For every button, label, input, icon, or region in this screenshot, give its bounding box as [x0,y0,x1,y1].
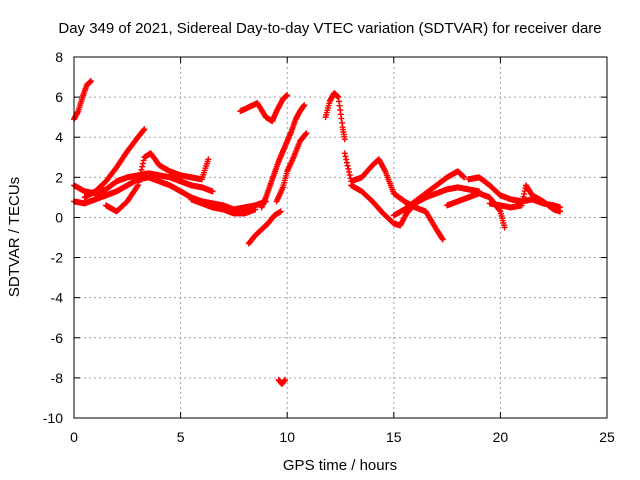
data-point [139,160,146,167]
series-arc-k [275,376,289,387]
x-tick-label: 25 [599,429,615,445]
y-tick-label: 2 [55,169,63,185]
series-arc-f [188,196,259,217]
chart-title: Day 349 of 2021, Sidereal Day-to-day VTE… [58,20,601,37]
data-point [138,166,145,173]
data-point [341,136,348,143]
data-point [135,179,142,186]
x-tick-label: 5 [177,429,185,445]
data-point [277,208,284,215]
series-arc-n [348,182,483,229]
data-point [282,376,289,383]
y-tick-label: -8 [51,370,64,386]
y-tick-label: 4 [55,129,63,145]
x-tick-label: 10 [279,429,295,445]
data-point [342,153,349,160]
x-tick-label: 20 [493,429,509,445]
data-point [303,130,310,137]
data-point [345,165,352,172]
y-tick-label: -10 [43,410,63,426]
data-point [341,150,348,157]
y-tick-label: -6 [51,330,64,346]
data-point [134,183,141,190]
x-tick-label: 0 [70,429,78,445]
series-arc-g [237,92,291,125]
y-tick-label: 0 [55,209,63,225]
series-arc-j [273,130,310,205]
data-points [71,78,564,387]
y-tick-label: -2 [51,250,64,266]
data-point [205,156,212,163]
series-arc-r [486,182,564,215]
data-point [557,208,564,215]
y-tick-label: 8 [55,49,63,65]
plot-frame [73,56,608,419]
data-point [209,188,216,195]
series-arc-e [102,150,212,215]
data-point [346,172,353,179]
data-point [343,156,350,163]
series-arc-o [390,168,468,219]
series-arc-l [322,90,348,143]
data-point [88,78,95,85]
data-point [139,163,146,170]
data-point [140,127,147,134]
x-axis-label: GPS time / hours [283,457,397,474]
series-arc-i [258,102,308,211]
data-point [140,157,147,164]
data-point [136,176,143,183]
series-arc-d [81,126,148,201]
data-point [134,182,141,189]
data-point [252,206,259,213]
data-point [301,102,308,109]
data-point [439,235,446,242]
data-point [346,168,353,175]
y-tick-label: 6 [55,89,63,105]
data-point [141,126,148,133]
x-tick-label: 15 [386,429,402,445]
data-point [302,131,309,138]
y-axis-label: SDTVAR / TECUs [6,177,23,297]
data-point [137,172,144,179]
y-tick-label: -4 [51,290,64,306]
data-point [284,92,291,99]
data-point [439,236,446,243]
data-point [343,159,350,166]
data-point [137,169,144,176]
series-arc-h [245,208,284,247]
data-point [461,174,468,181]
data-point [496,207,503,214]
data-point [344,162,351,169]
data-point [501,224,508,231]
axis-ticks: 0 5 10 15 20 25 -10 -8 -6 -4 -2 0 2 4 6 8 [43,49,615,445]
